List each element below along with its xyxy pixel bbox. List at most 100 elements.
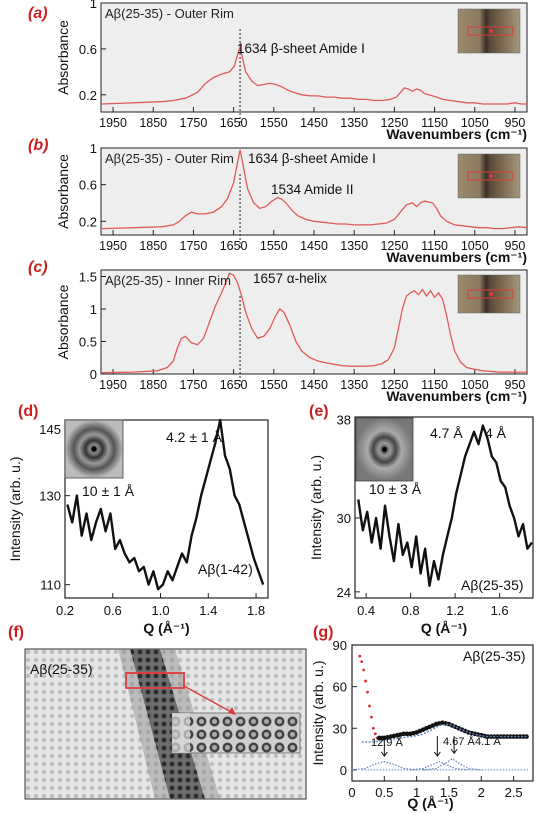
x-tick-label: 1350: [340, 378, 368, 392]
x-tick-label: 1050: [461, 378, 489, 392]
x-tick-label: 0.8: [402, 603, 420, 618]
x-tick-label: 1750: [180, 116, 208, 130]
x-tick-label: 950: [505, 239, 526, 253]
peak-arrow-head: [380, 751, 388, 757]
x-tick-label: 0: [348, 785, 355, 800]
gaussian-peak-line: [410, 760, 469, 771]
x-tick-label: 1550: [260, 239, 288, 253]
x-tick-label: 1650: [220, 239, 248, 253]
peak-annotation: 1634 β-sheet Amide I: [248, 151, 376, 166]
x-axis-label: Wavenumbers (cm⁻¹): [386, 388, 527, 404]
x-tick-label: 1850: [139, 239, 167, 253]
scan-point-marker: [489, 29, 493, 33]
x-axis-label: Wavenumbers (cm⁻¹): [386, 249, 527, 265]
x-tick-label: 1950: [99, 116, 127, 130]
data-point: [404, 731, 410, 737]
y-axis-label: Intensity (arb. u.): [7, 456, 23, 561]
y-axis-label: Absorbance: [55, 20, 71, 95]
peak-annotation: 1657 α-helix: [253, 271, 327, 286]
panel-f: (f) Aβ(25-35): [8, 624, 307, 800]
y-tick-label: 24: [337, 585, 351, 600]
x-tick-label: 1.0: [151, 603, 169, 618]
data-point: [511, 734, 516, 739]
y-tick-label: 0.6: [79, 178, 97, 193]
x-tick-label: 1050: [461, 116, 489, 130]
panel-e: 24 30 38 0.4 0.8 1.2 1.6 (e) Aβ(25-35) Intensity …: [308, 403, 534, 636]
scan-region-marker: [467, 26, 514, 36]
panel-title: Aβ(25-35) - Outer Rim: [105, 6, 234, 21]
zoom-arrow-head: [228, 707, 236, 715]
x-tick-label: 1650: [220, 378, 248, 392]
y-axis-label: Intensity (arb. u.): [308, 455, 324, 560]
sample-label: Aβ(25-35): [30, 661, 93, 677]
x-tick-label: 1150: [421, 378, 448, 392]
plot-frame: [351, 644, 534, 782]
peak-annotation: 4.67 Å: [443, 735, 475, 748]
x-tick-label: 1050: [461, 239, 489, 253]
y-tick-label: 0: [340, 763, 347, 778]
y-tick-label: 90: [333, 638, 347, 653]
y-tick-label: 30: [333, 721, 347, 736]
plot-frame: [100, 2, 528, 113]
x-tick-label: 1: [413, 785, 420, 800]
y-tick-label: 1.5: [79, 270, 97, 285]
peak-annotation: 1634 β-sheet Amide I: [237, 41, 365, 56]
panel-label: (g): [313, 624, 333, 641]
spectrum-line: [100, 44, 527, 105]
panel-label: (e): [309, 403, 329, 420]
panel-d: 110 130 145 0.2 0.6 1.0 1.4 1.8 (d) Aβ(1-42) Inten…: [7, 403, 269, 636]
beam-stop-marker: [91, 446, 97, 452]
y-tick-label: 60: [333, 680, 347, 695]
y-tick-label: 30: [337, 511, 351, 526]
x-tick-label: 1950: [99, 378, 127, 392]
data-point-raw: [371, 726, 375, 730]
x-axis-label: Wavenumbers (cm⁻¹): [386, 126, 527, 142]
y-axis-label: Intensity (arb. u.): [310, 660, 326, 765]
data-point-raw: [366, 690, 369, 694]
y-tick-label: 1: [90, 141, 97, 156]
panel-label: (b): [28, 137, 48, 154]
x-tick-label: 1350: [340, 239, 368, 253]
x-tick-label: 0.2: [56, 603, 74, 618]
x-tick-label: 1250: [380, 239, 408, 253]
data-point-raw: [358, 654, 362, 658]
x-tick-label: 2: [478, 785, 485, 800]
x-tick-label: 950: [505, 378, 526, 392]
panel-title: Aβ(25-35) - Inner Rim: [105, 273, 231, 288]
x-tick-label: 1.2: [446, 603, 464, 618]
panel-title: Aβ(25-35) - Outer Rim: [105, 151, 234, 166]
data-point-raw: [368, 704, 371, 708]
scan-region-marker: [467, 289, 514, 299]
spectrum-line: [100, 272, 527, 374]
scan-point-marker: [489, 292, 493, 296]
y-tick-label: 0.2: [79, 214, 97, 229]
panel-a: 0.2 0.6 1 1950 1850 1750 1650 1550 1450 1350 1250 1…: [28, 0, 528, 142]
plot-frame: [100, 147, 528, 236]
fit-line: [361, 723, 527, 743]
y-tick-label: 110: [40, 578, 61, 593]
gaussian-peak-line: [423, 758, 482, 771]
peak-annotation: 12.9 Å: [371, 736, 403, 749]
peak-annotation: 4.7 Å: [430, 425, 463, 441]
y-tick-label: 38: [337, 412, 351, 427]
y-tick-label: 0.5: [79, 335, 97, 350]
x-tick-label: 1450: [300, 378, 328, 392]
x-tick-label: 1.8: [247, 603, 265, 618]
intensity-line: [66, 418, 265, 591]
data-point-raw: [369, 715, 373, 719]
x-tick-label: 1.6: [491, 603, 509, 618]
peak-arrow-head: [433, 751, 441, 757]
x-tick-label: 1250: [380, 116, 408, 130]
data-point-raw: [362, 668, 366, 672]
peak-annotation: 10 ± 3 Å: [369, 481, 422, 497]
x-tick-label: 1.4: [199, 603, 217, 618]
peak-arrow-head: [450, 748, 458, 755]
x-tick-label: 950: [505, 116, 526, 130]
peak-annotation: 1534 Amide II: [271, 182, 354, 197]
peak-annotation: 4 Å: [485, 425, 507, 441]
data-point: [514, 734, 520, 739]
fibre-halo: [118, 649, 170, 799]
data-point: [521, 734, 526, 739]
x-axis-label: Q (Å⁻¹): [143, 620, 189, 636]
